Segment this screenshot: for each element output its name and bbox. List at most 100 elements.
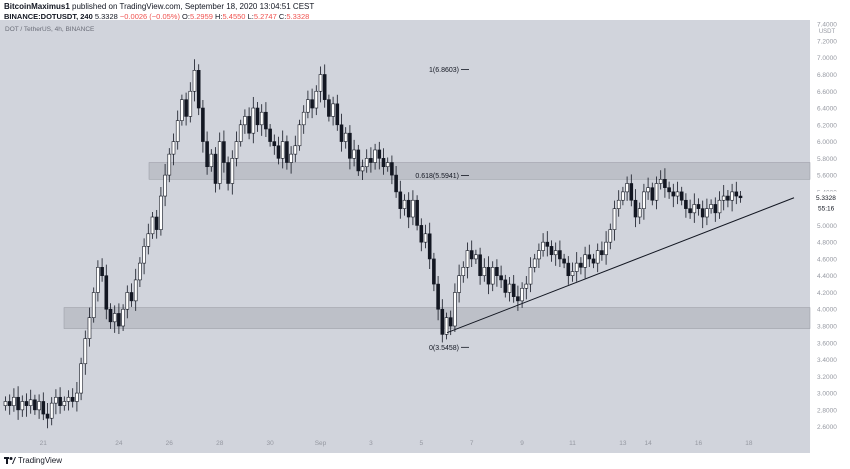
y-tick-label: 5.8000 xyxy=(817,156,837,163)
candle xyxy=(314,85,319,116)
candle xyxy=(469,240,474,267)
candle xyxy=(331,96,335,126)
close-label: C: xyxy=(278,12,287,21)
candle xyxy=(327,94,331,122)
candle-body xyxy=(398,191,403,209)
candle-body xyxy=(188,90,193,117)
candle-body xyxy=(264,111,268,130)
candle-body xyxy=(226,162,230,184)
x-tick-label: 21 xyxy=(40,440,48,447)
low-value: 5.2747 xyxy=(253,12,277,21)
candle xyxy=(482,258,487,282)
candle-body xyxy=(465,250,470,268)
candle xyxy=(175,110,180,150)
candle xyxy=(339,113,344,152)
candle-body xyxy=(642,191,646,209)
candle-body xyxy=(553,250,558,256)
candle-body xyxy=(259,111,264,126)
candle xyxy=(385,157,390,172)
candle xyxy=(398,180,403,219)
candle xyxy=(247,107,251,140)
tradingview-brand[interactable]: TradingView xyxy=(18,456,63,465)
candle xyxy=(100,258,104,282)
candle xyxy=(633,189,638,228)
candle xyxy=(37,394,41,419)
candle-body xyxy=(100,267,104,277)
ascending-trendline[interactable] xyxy=(446,197,795,334)
candle xyxy=(70,388,75,408)
candle xyxy=(146,223,151,255)
candle-body xyxy=(196,70,201,109)
candle xyxy=(112,305,117,333)
candle xyxy=(440,299,445,343)
candle xyxy=(264,102,268,138)
candle-body xyxy=(625,183,629,193)
candle-body xyxy=(87,317,92,339)
candle xyxy=(511,275,516,303)
candle xyxy=(642,183,646,220)
candle-body xyxy=(595,250,600,264)
candle-body xyxy=(528,267,533,285)
candle-body xyxy=(217,141,222,184)
candle-body xyxy=(58,396,62,406)
low-label: L: xyxy=(247,12,254,21)
x-tick-label: 16 xyxy=(695,440,703,447)
candle-body xyxy=(667,187,671,193)
candle xyxy=(423,224,428,249)
x-tick-label: 9 xyxy=(520,440,524,447)
y-tick-label: 4.2000 xyxy=(817,290,837,297)
candle-body xyxy=(54,396,58,404)
candle-body xyxy=(175,120,180,142)
candle-body xyxy=(461,267,466,277)
candle xyxy=(549,240,554,262)
candle-body xyxy=(167,153,172,176)
candle xyxy=(616,190,621,217)
candle xyxy=(671,183,676,208)
candle-body xyxy=(322,74,327,100)
y-tick-label: 2.8000 xyxy=(817,407,837,414)
candle-body xyxy=(268,128,272,142)
candle xyxy=(163,164,167,207)
price-axis[interactable] xyxy=(810,20,850,453)
candle xyxy=(646,177,650,200)
candle xyxy=(696,198,701,216)
candle xyxy=(150,211,155,239)
candle-body xyxy=(205,141,209,168)
candle-body xyxy=(444,317,449,335)
candle-body xyxy=(83,338,88,365)
candle-body xyxy=(583,254,587,268)
price-chart[interactable]: 1(6.8603)0.618(5.5941)0(3.5458) 7.40007.… xyxy=(0,20,850,453)
plot-area[interactable] xyxy=(0,20,810,453)
candle xyxy=(142,238,146,275)
candle xyxy=(579,257,583,275)
candle-body xyxy=(558,250,562,260)
candle-body xyxy=(62,401,67,406)
candle-body xyxy=(45,413,50,419)
candle xyxy=(558,240,562,267)
candle xyxy=(566,256,571,285)
candle-body xyxy=(495,267,499,277)
candle-body xyxy=(49,402,54,419)
candle xyxy=(587,244,592,267)
candle-body xyxy=(700,208,705,218)
candle-body xyxy=(579,262,583,268)
x-tick-label: 28 xyxy=(216,440,224,447)
candle-body xyxy=(327,99,331,117)
ohlc-line: BINANCE:DOTUSDT, 240 5.3328 −0.0026 (−0.… xyxy=(4,12,309,21)
candle xyxy=(33,394,37,415)
x-tick-label: 3 xyxy=(369,440,373,447)
candle xyxy=(495,259,499,287)
candle xyxy=(415,195,419,231)
price-tag-background xyxy=(812,191,848,214)
candle xyxy=(709,199,713,214)
candle-body xyxy=(600,250,604,256)
candle-body xyxy=(612,208,617,230)
y-tick-label: 5.6000 xyxy=(817,173,837,180)
tradingview-logo-icon[interactable] xyxy=(4,456,16,465)
candle-body xyxy=(276,145,281,159)
candle xyxy=(352,139,356,167)
author-name[interactable]: BitcoinMaximus1 xyxy=(4,2,70,11)
y-tick-label: 4.4000 xyxy=(817,273,837,280)
candle xyxy=(343,127,348,149)
fib-level-0618-label: 0.618(5.5941) xyxy=(415,173,459,180)
